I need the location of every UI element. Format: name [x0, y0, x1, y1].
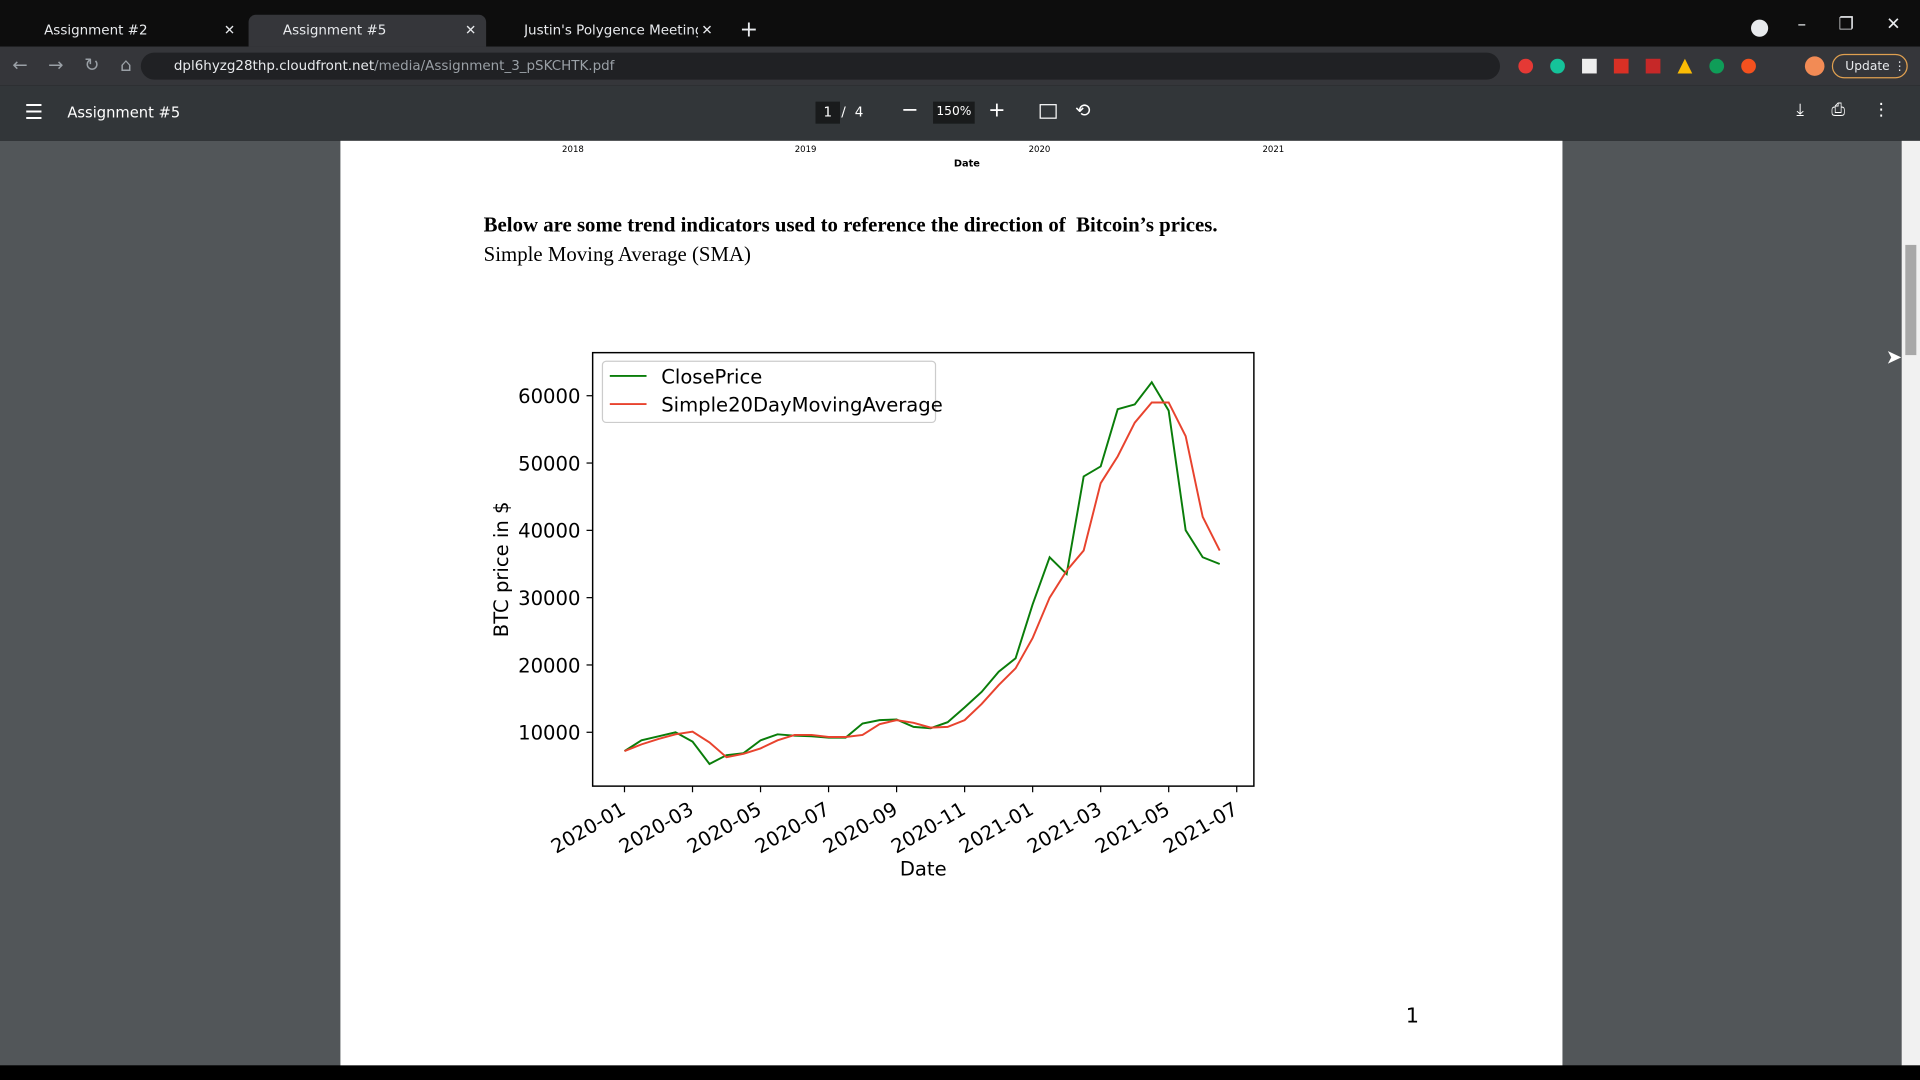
tick-label: 2018 [562, 144, 584, 155]
url-path: /media/Assignment_3_pSKCHTK.pdf [374, 57, 615, 74]
chart: 1000020000300004000050000600002020-01202… [490, 351, 1255, 881]
axis-label: Date [953, 157, 980, 169]
tab[interactable]: Assignment #5 ✕ [248, 14, 487, 47]
window-controls[interactable]: – ❐ ✕ [1797, 14, 1901, 35]
y-tick-label: 20000 [518, 654, 580, 677]
x-tick-label: 2020-03 [615, 797, 697, 858]
x-tick-label: 2020-09 [819, 797, 901, 858]
y-tick-label: 30000 [518, 587, 580, 610]
pdf-page [340, 140, 1563, 1066]
series-line [624, 401, 1221, 759]
update-button[interactable]: Update ⋮ [1831, 53, 1908, 79]
x-tick-label: 2020-01 [547, 797, 629, 858]
mouse-cursor: ➤ [1885, 345, 1903, 369]
url: dpl6hyzg28thp.cloudfront.net/media/Assig… [174, 58, 615, 74]
x-tick-label: 2021-07 [1159, 797, 1241, 858]
avatar[interactable] [1804, 56, 1825, 76]
page-count: 4 [854, 104, 864, 121]
profile-menu[interactable] [1751, 19, 1769, 37]
pdf-actions[interactable]: ⤓ ⎙ ⋮ [1796, 100, 1890, 121]
fit-page[interactable] [1039, 104, 1057, 119]
pdf-title: Assignment #5 [67, 104, 181, 122]
tick-label: 2020 [1028, 144, 1051, 155]
zoom-in[interactable]: + [988, 97, 1006, 123]
nav-buttons[interactable]: ← → ↻ ⌂ [12, 53, 132, 76]
series-line [623, 380, 1221, 766]
legend-label: ClosePrice [661, 365, 762, 388]
page-number: 1 [1405, 1004, 1419, 1029]
heading: Below are some trend indicators used to … [483, 213, 1218, 237]
update-label: Update [1845, 60, 1890, 74]
x-axis-label: Date [900, 858, 947, 881]
x-tick-label: 2021-05 [1091, 797, 1173, 858]
plot-frame [591, 351, 1255, 787]
zoom-input[interactable]: 150% [933, 101, 975, 124]
legend-label: Simple20DayMovingAverage [661, 393, 943, 416]
x-tick-label: 2021-01 [955, 797, 1037, 858]
scrollbar[interactable] [1901, 140, 1920, 1066]
y-tick-label: 60000 [518, 385, 580, 408]
tab[interactable]: Assignment #2 ✕ [10, 15, 245, 47]
extension-icons [1518, 58, 1756, 74]
url-host: dpl6hyzg28thp.cloudfront.net [173, 57, 375, 74]
tab-title: Justin's Polygence Meeting Note [524, 22, 698, 38]
x-tick-label: 2021-03 [1023, 797, 1105, 858]
tab-title: Assignment #5 [282, 22, 387, 38]
y-tick-label: 40000 [518, 520, 580, 543]
tick-label: 2019 [794, 144, 817, 155]
x-tick-label: 2020-07 [751, 797, 833, 858]
legend-box [601, 360, 937, 424]
y-tick-label: 50000 [518, 452, 580, 475]
tick-label: 2021 [1262, 144, 1285, 155]
x-tick-label: 2020-05 [683, 797, 765, 858]
page-input[interactable]: 1 [815, 101, 841, 124]
page-separator: / [841, 104, 846, 121]
y-tick-label: 10000 [518, 722, 580, 745]
subheading: Simple Moving Average (SMA) [483, 242, 751, 266]
tab[interactable]: Justin's Polygence Meeting Note✕ [490, 15, 723, 47]
rotate[interactable]: ⟲ [1075, 99, 1091, 122]
y-axis-label: BTC price in $ [490, 502, 513, 638]
zoom-out[interactable]: − [901, 97, 919, 123]
tab-title: Assignment #2 [44, 22, 148, 38]
x-tick-label: 2020-11 [887, 797, 969, 858]
new-tab[interactable]: + [739, 17, 759, 43]
extensions[interactable] [1516, 56, 1761, 76]
menu-button[interactable]: ☰ [24, 100, 44, 125]
omnibox[interactable] [140, 52, 1501, 80]
